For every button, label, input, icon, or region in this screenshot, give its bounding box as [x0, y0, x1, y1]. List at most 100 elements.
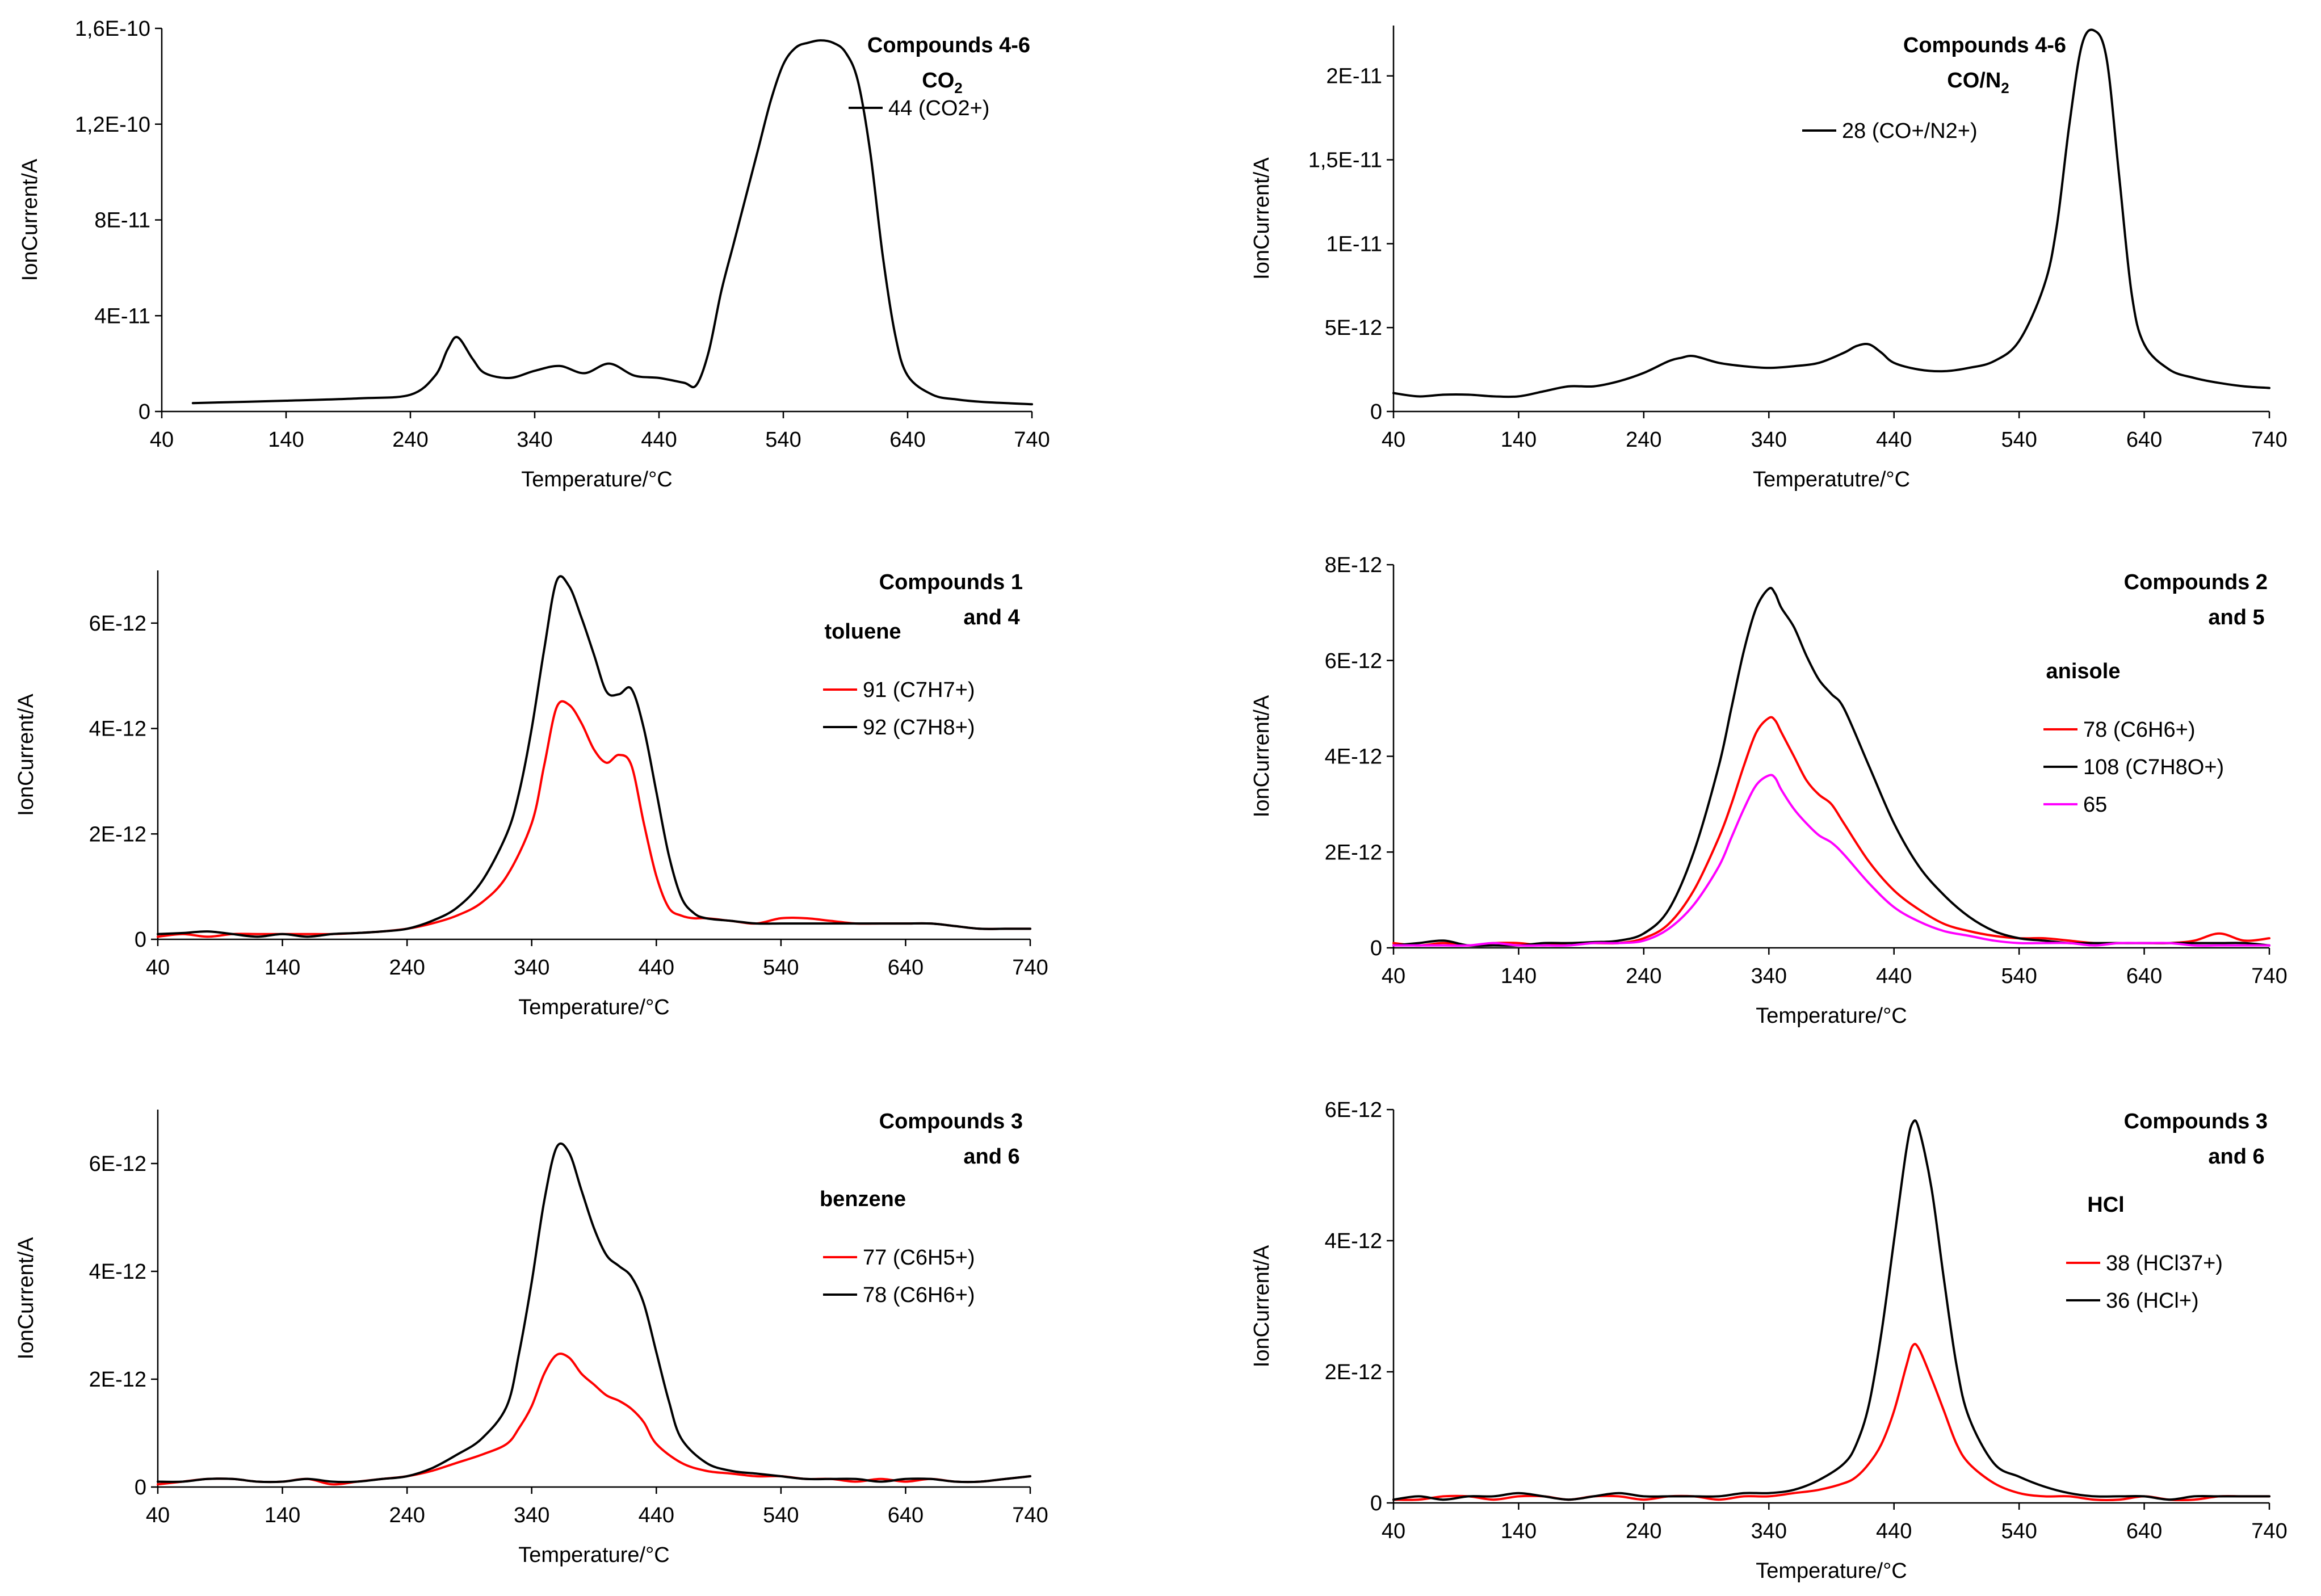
x-axis-label: Temperature/°C	[1756, 1004, 1907, 1028]
x-tick-label: 740	[2251, 964, 2287, 988]
x-tick-label: 140	[1501, 964, 1537, 988]
x-tick-label: 40	[1382, 428, 1405, 452]
y-tick-label: 0	[1370, 400, 1382, 424]
y-tick-label: 1,5E-11	[1308, 149, 1382, 173]
legend-label: 108 (C7H8O+)	[2083, 755, 2224, 779]
x-tick-label: 40	[1382, 964, 1405, 988]
y-tick-label: 2E-12	[1325, 1360, 1382, 1384]
x-tick-label: 240	[1626, 964, 1661, 988]
chart-subtitle-subscript: 2	[2001, 79, 2009, 96]
y-tick-label: 8E-11	[94, 209, 150, 233]
x-tick-label: 740	[1012, 1503, 1048, 1527]
x-axis-label: Temperature/°C	[518, 1543, 670, 1567]
chart-subtitle: CO2	[922, 69, 962, 96]
chart-panel-4: 0 2E-12 4E-12 6E-12 8E-12 40 140 240 340 440 540 64…	[1250, 553, 2288, 1028]
y-tick-label: 1E-11	[1326, 232, 1382, 256]
x-tick-label: 340	[514, 956, 549, 980]
x-tick-label: 540	[2001, 964, 2037, 988]
y-tick-label: 0	[1370, 936, 1382, 960]
x-tick-label: 140	[265, 956, 300, 980]
y-axis-label: IonCurrent/A	[1250, 1245, 1274, 1367]
x-tick-label: 240	[1626, 1519, 1661, 1543]
y-axis-label: IonCurrent/A	[1250, 695, 1274, 817]
series-line-2	[1392, 1119, 2270, 1501]
x-tick-label: 740	[2251, 1519, 2287, 1543]
y-tick-label: 6E-12	[1325, 1098, 1382, 1122]
legend-label: 38 (HCl37+)	[2106, 1251, 2223, 1275]
x-axis-label: Temperatutre/°C	[1753, 468, 1910, 492]
x-tick-label: 440	[1876, 428, 1912, 452]
chart-subtitle-main: CO/N	[1947, 69, 2001, 93]
chart-title-line1: Compounds 3	[879, 1110, 1023, 1133]
y-tick-label: 0	[138, 400, 150, 424]
series-line-2	[157, 1142, 1031, 1484]
x-axis-label: Temperature/°C	[521, 468, 673, 492]
x-tick-label: 40	[146, 956, 170, 980]
y-tick-label: 6E-12	[1325, 649, 1382, 673]
chart-panel-1: 0 4E-11 8E-11 1,2E-10 1,6E-10 40 140 240 340 440 5…	[18, 17, 1050, 492]
x-tick-label: 640	[2126, 1519, 2162, 1543]
legend-label: 78 (C6H6+)	[2083, 718, 2195, 742]
chart-subtitle: toluene	[824, 620, 901, 644]
y-axis-label: IonCurrent/A	[1250, 157, 1274, 280]
legend-label: 77 (C6H5+)	[863, 1246, 975, 1270]
y-tick-label: 4E-12	[1325, 745, 1382, 769]
x-tick-label: 640	[2126, 964, 2162, 988]
x-tick-label: 740	[1014, 428, 1050, 452]
series-line-2	[1392, 586, 2270, 947]
x-tick-label: 540	[763, 1503, 799, 1527]
chart-title-line2: and 4	[963, 606, 1019, 629]
x-tick-label: 340	[517, 428, 552, 452]
x-tick-label: 140	[265, 1503, 300, 1527]
chart-subtitle: benzene	[820, 1187, 906, 1211]
x-tick-label: 440	[1876, 1519, 1912, 1543]
series-line-2	[157, 575, 1031, 938]
series-line-1	[1392, 1343, 2270, 1501]
x-tick-label: 140	[268, 428, 304, 452]
chart-panel-6: 0 2E-12 4E-12 6E-12 40 140 240 340 440 540 640 740 T…	[1250, 1098, 2288, 1583]
chart-subtitle-subscript: 2	[954, 79, 962, 96]
chart-subtitle-main: CO	[922, 69, 954, 93]
y-tick-label: 5E-12	[1325, 316, 1382, 340]
legend-label: 91 (C7H7+)	[863, 678, 975, 702]
chart-subtitle: anisole	[2046, 660, 2121, 683]
x-tick-label: 40	[1382, 1519, 1405, 1543]
series-line-1	[157, 1353, 1031, 1486]
chart-title-line1: Compounds 3	[2124, 1110, 2268, 1133]
chart-title-line2: and 5	[2208, 606, 2264, 629]
series-line-1	[1392, 716, 2270, 947]
y-tick-label: 4E-11	[94, 304, 150, 328]
chart-title-line1: Compounds 2	[2124, 570, 2268, 594]
x-tick-label: 540	[2001, 428, 2037, 452]
y-tick-label: 2E-12	[89, 822, 146, 846]
x-tick-label: 240	[1626, 428, 1661, 452]
y-tick-label: 1,6E-10	[75, 17, 150, 41]
x-tick-label: 640	[2126, 428, 2162, 452]
x-tick-label: 340	[1751, 428, 1787, 452]
x-tick-label: 640	[888, 956, 924, 980]
x-tick-label: 140	[1501, 1519, 1537, 1543]
y-tick-label: 4E-12	[1325, 1229, 1382, 1253]
y-tick-label: 0	[135, 1476, 146, 1500]
y-tick-label: 0	[135, 928, 146, 952]
x-tick-label: 240	[389, 956, 425, 980]
y-axis-label: IonCurrent/A	[14, 694, 38, 816]
y-tick-label: 6E-12	[89, 612, 146, 636]
x-tick-label: 740	[1012, 956, 1048, 980]
y-tick-label: 1,2E-10	[75, 113, 150, 137]
chart-title-line1: Compounds 1	[879, 570, 1023, 594]
x-tick-label: 540	[763, 956, 799, 980]
series-line-1	[191, 39, 1033, 406]
x-tick-label: 340	[1751, 964, 1787, 988]
chart-title: Compounds 4-6	[1903, 33, 2066, 57]
legend-label: 78 (C6H6+)	[863, 1283, 975, 1307]
chart-title-line2: and 6	[2208, 1145, 2264, 1169]
y-tick-label: 0	[1370, 1492, 1382, 1515]
x-tick-label: 640	[888, 1503, 924, 1527]
x-tick-label: 340	[1751, 1519, 1787, 1543]
legend-label: 92 (C7H8+)	[863, 716, 975, 740]
chart-subtitle: HCl	[2087, 1193, 2124, 1217]
y-tick-label: 4E-12	[89, 1260, 146, 1284]
y-axis-label: IonCurrent/A	[18, 158, 42, 281]
